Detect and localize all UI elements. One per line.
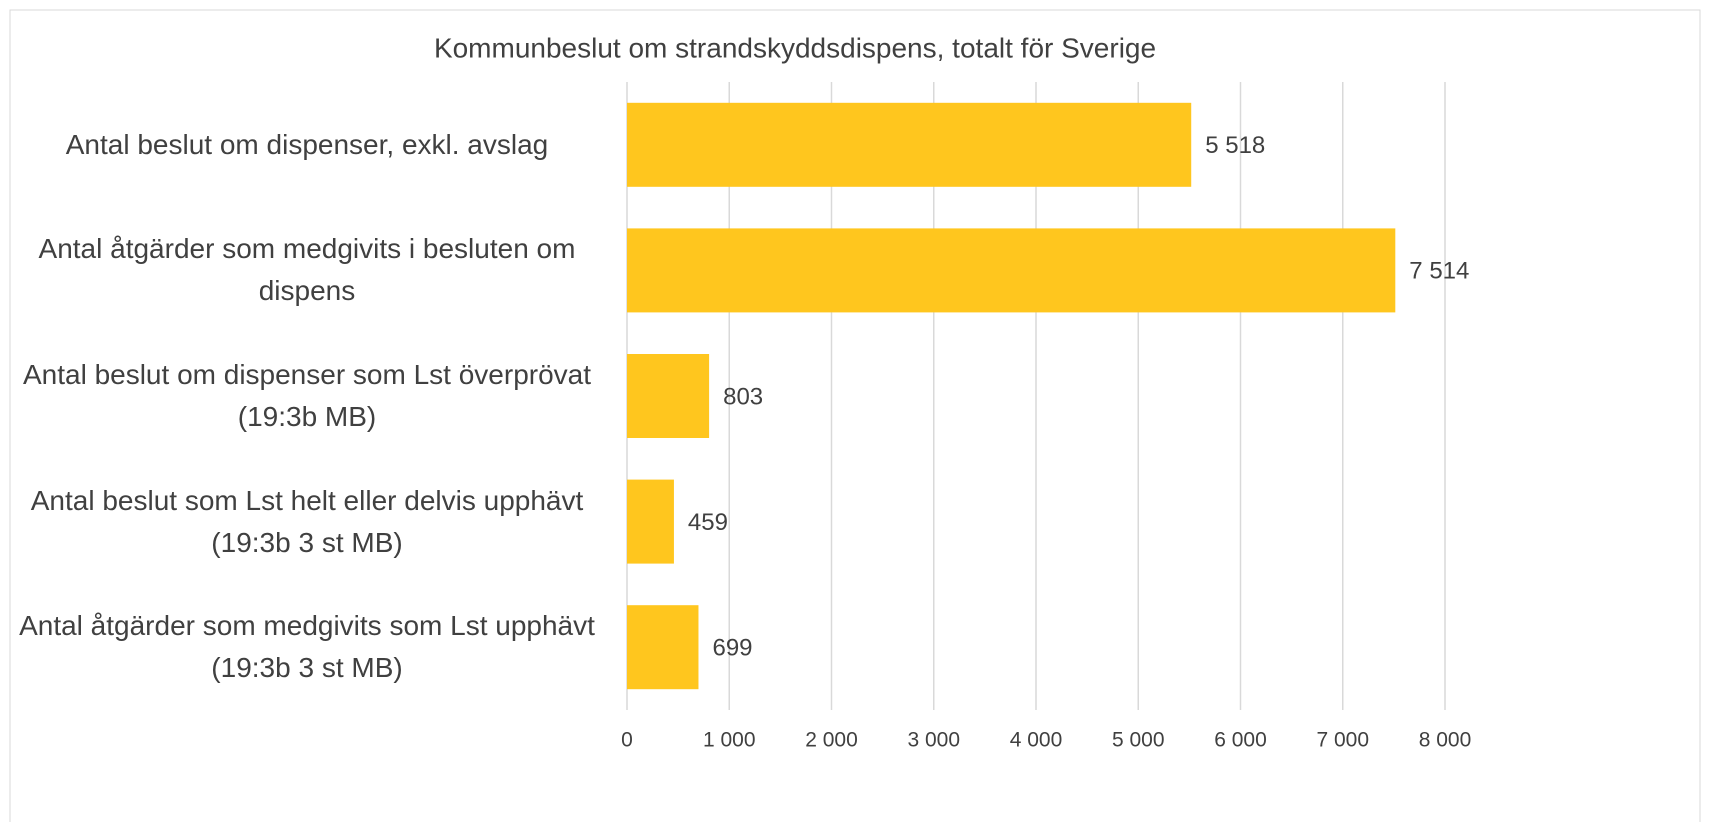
category-label: Antal beslut om dispenser som Lst överpr… [22, 359, 592, 432]
category-label: Antal åtgärder som medgivits i besluten … [38, 233, 576, 307]
category-label: Antal åtgärder som medgivits som Lst upp… [19, 610, 595, 684]
value-label: 803 [723, 383, 763, 410]
category-label: Antal beslut om dispenser, exkl. avslag [65, 128, 549, 160]
x-tick-label: 1 000 [703, 729, 756, 752]
x-tick-label: 7 000 [1316, 729, 1369, 752]
value-label: 5 518 [1205, 132, 1265, 159]
chart-title: Kommunbeslut om strandskyddsdispens, tot… [434, 32, 1156, 63]
value-label: 459 [688, 509, 728, 536]
x-tick-label: 2 000 [805, 729, 858, 752]
value-label: 699 [712, 635, 752, 662]
bar [627, 354, 710, 438]
bar [627, 479, 674, 564]
x-tick-label: 0 [621, 729, 633, 752]
x-tick-label: 6 000 [1214, 729, 1267, 752]
value-label: 7 514 [1409, 258, 1469, 285]
x-tick-label: 3 000 [907, 729, 960, 752]
bar [627, 102, 1192, 187]
bar [627, 605, 699, 690]
category-label: Antal beslut som Lst helt eller delvis u… [30, 484, 584, 558]
bar [627, 228, 1396, 313]
x-tick-label: 4 000 [1010, 729, 1063, 752]
chart-frame [9, 9, 1701, 822]
x-tick-label: 8 000 [1419, 729, 1472, 752]
x-tick-label: 5 000 [1112, 729, 1165, 752]
